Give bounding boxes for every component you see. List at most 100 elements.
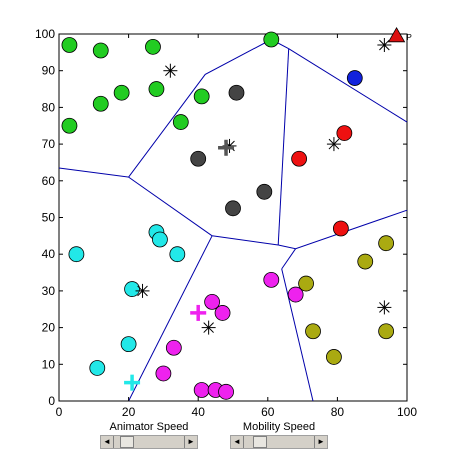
data-point xyxy=(89,360,106,376)
voronoi-edge xyxy=(212,235,279,246)
data-point xyxy=(61,37,78,53)
data-point xyxy=(346,70,363,86)
x-tick-label: 100 xyxy=(397,405,417,419)
y-tick-label: 70 xyxy=(42,137,56,151)
mobility-speed-label: Mobility Speed xyxy=(242,421,316,433)
data-point xyxy=(61,117,78,134)
y-tick-label: 80 xyxy=(42,100,56,114)
data-point xyxy=(228,84,245,101)
data-point xyxy=(263,271,280,288)
data-point xyxy=(152,231,168,248)
asterisk-marker xyxy=(377,300,392,315)
data-point xyxy=(92,95,109,112)
asterisk-stroke xyxy=(137,285,148,297)
y-tick-label: 60 xyxy=(42,174,56,188)
y-tick-label: 40 xyxy=(42,247,56,261)
asterisk-marker xyxy=(163,63,178,78)
triangle-label: P xyxy=(407,33,412,42)
data-point xyxy=(225,200,241,217)
y-tick-label: 100 xyxy=(35,27,55,41)
x-tick-label: 40 xyxy=(192,405,206,419)
voronoi-edge xyxy=(128,38,289,178)
voronoi-edge xyxy=(281,268,314,402)
markers: P xyxy=(124,27,412,391)
asterisk-stroke xyxy=(328,138,340,150)
slider-track-divider xyxy=(113,436,114,448)
y-tick-label: 10 xyxy=(42,357,56,371)
data-point xyxy=(291,150,308,167)
x-tick-label: 20 xyxy=(122,405,136,419)
triangle-marker xyxy=(387,27,406,43)
data-point xyxy=(113,84,130,101)
data-point xyxy=(214,305,231,321)
plus-marker xyxy=(124,374,141,391)
plus-marker xyxy=(218,139,235,156)
asterisk-stroke xyxy=(165,65,176,77)
mobility-speed-thumb[interactable] xyxy=(253,436,268,448)
x-tick-label: 0 xyxy=(56,405,63,419)
data-point xyxy=(172,114,189,130)
voronoi-edge xyxy=(281,248,297,270)
asterisk-marker xyxy=(377,38,392,53)
data-point xyxy=(326,349,342,365)
data-point xyxy=(256,183,273,200)
data-point xyxy=(357,253,374,270)
data-point xyxy=(145,38,161,55)
voronoi-edge xyxy=(277,48,290,246)
asterisk-marker xyxy=(326,137,341,152)
animator-speed-thumb[interactable] xyxy=(120,436,134,448)
voronoi-edge xyxy=(288,48,408,123)
mobility-speed-slider[interactable]: ◄ ► xyxy=(230,435,328,449)
data-point xyxy=(124,281,140,297)
asterisk-marker xyxy=(135,283,150,298)
x-tick-label: 60 xyxy=(261,405,275,419)
data-point xyxy=(218,383,234,400)
asterisk-marker xyxy=(201,320,216,335)
slider-left-arrow-icon[interactable]: ◄ xyxy=(103,437,111,446)
animator-speed-label: Animator Speed xyxy=(109,421,189,433)
x-tick-label: 80 xyxy=(331,405,345,419)
data-point xyxy=(378,323,395,340)
data-point xyxy=(190,150,207,167)
asterisk-stroke xyxy=(203,322,214,333)
voronoi-edges xyxy=(58,38,408,402)
data-point xyxy=(287,286,304,303)
y-tick-label: 50 xyxy=(42,211,56,225)
axis-ticks: 0 20 40 60 80 100 0 10 20 30 40 50 60 70 80 90 100 xyxy=(35,27,417,419)
y-tick-label: 20 xyxy=(42,321,56,335)
data-point xyxy=(165,339,182,356)
asterisk-stroke xyxy=(379,302,390,313)
data-point xyxy=(155,365,172,382)
plus-marker xyxy=(190,304,207,321)
voronoi-edge xyxy=(128,235,213,402)
slider-track-divider xyxy=(184,436,185,448)
slider-track-divider xyxy=(243,436,244,448)
data-point xyxy=(169,246,186,263)
slider-track-divider xyxy=(314,436,315,448)
slider-right-arrow-icon[interactable]: ► xyxy=(187,437,195,446)
data-point xyxy=(305,323,321,340)
slider-right-arrow-icon[interactable]: ► xyxy=(317,437,325,446)
voronoi-edge xyxy=(58,167,129,178)
data-point xyxy=(378,235,395,252)
data-point xyxy=(332,220,349,237)
y-tick-label: 0 xyxy=(48,394,55,408)
animator-speed-slider[interactable]: ◄ ► xyxy=(100,435,198,449)
slider-left-arrow-icon[interactable]: ◄ xyxy=(233,437,241,446)
data-point xyxy=(92,42,109,59)
data-point xyxy=(193,88,210,105)
y-tick-label: 30 xyxy=(42,284,56,298)
data-point xyxy=(263,31,280,48)
data-point xyxy=(336,125,353,141)
data-points xyxy=(61,31,395,400)
data-point xyxy=(120,336,137,353)
data-point xyxy=(204,294,221,310)
data-point xyxy=(193,382,210,398)
y-tick-label: 90 xyxy=(42,64,56,78)
voronoi-edge xyxy=(128,176,213,237)
data-point xyxy=(148,81,165,97)
data-point xyxy=(298,275,314,292)
data-point xyxy=(68,246,85,263)
asterisk-stroke xyxy=(379,39,390,51)
